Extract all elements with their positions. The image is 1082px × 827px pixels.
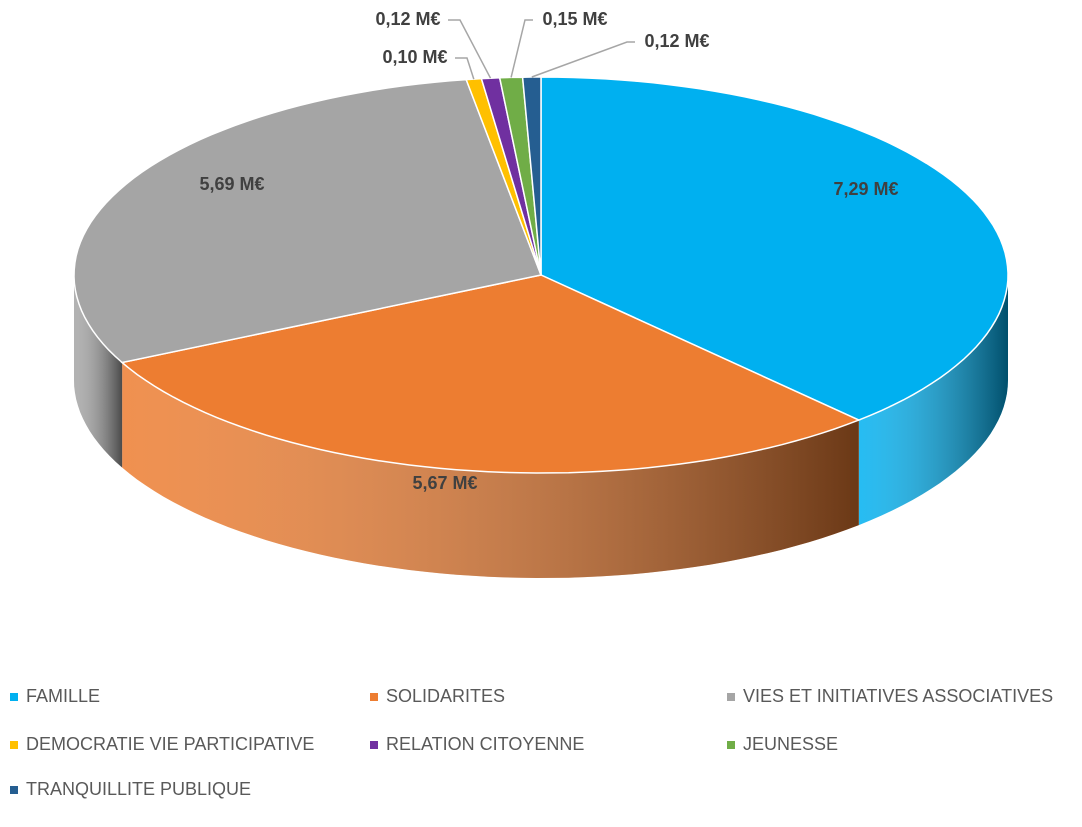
legend-label: SOLIDARITES [386,686,505,706]
slice-side-shade [122,362,859,578]
slice-side-shade [858,275,1008,526]
legend-swatch [10,786,18,794]
legend-label: VIES ET INITIATIVES ASSOCIATIVES [743,686,1053,706]
legend-swatch [370,741,378,749]
legend-label: RELATION CITOYENNE [386,734,584,754]
legend-swatch [10,693,18,701]
legend-label: JEUNESSE [743,734,838,754]
data-label: 7,29 M€ [833,179,898,199]
leader-line [455,57,475,80]
leader-line [510,19,533,78]
legend-label: TRANQUILLITE PUBLIQUE [26,779,251,799]
data-label: 0,12 M€ [375,9,440,29]
legend-swatch [10,741,18,749]
slice [540,76,1009,421]
data-label: 0,10 M€ [382,47,447,67]
data-label: 0,12 M€ [644,31,709,51]
data-label: 5,67 M€ [412,473,477,493]
leader-line [531,41,635,78]
legend-label: FAMILLE [26,686,100,706]
data-label: 5,69 M€ [199,174,264,194]
legend-swatch [370,693,378,701]
data-label: 0,15 M€ [542,9,607,29]
leader-line [448,19,492,79]
slice-side-shade [74,275,123,468]
slice [73,78,543,364]
legend-label: DEMOCRATIE VIE PARTICIPATIVE [26,734,314,754]
legend-swatch [727,741,735,749]
legend-swatch [727,693,735,701]
